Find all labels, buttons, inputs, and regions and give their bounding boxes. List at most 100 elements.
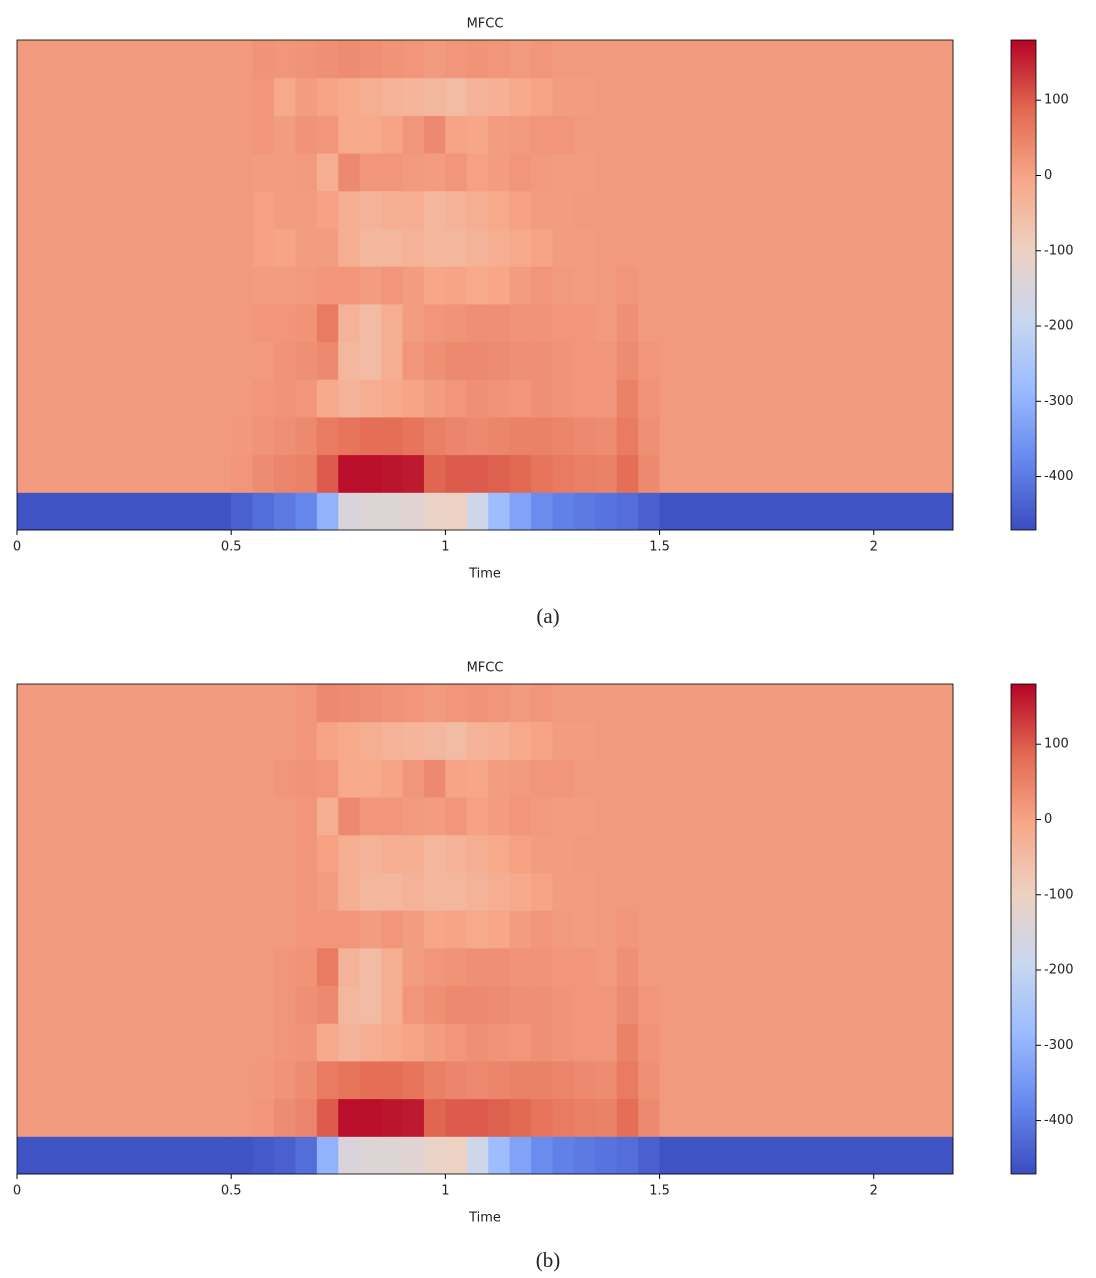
colorbar-tick-label: -300	[1044, 1038, 1074, 1053]
heatmap-cell	[638, 379, 661, 418]
heatmap-cell	[17, 1098, 232, 1137]
colorbar-tick-label: 100	[1044, 737, 1069, 752]
heatmap-cell	[17, 721, 232, 760]
heatmap-cell	[252, 759, 275, 798]
heatmap-cell	[616, 684, 639, 723]
heatmap-cell	[381, 1136, 404, 1175]
heatmap-cell	[402, 1098, 425, 1137]
heatmap-cell	[595, 684, 618, 723]
heatmap-cell	[252, 1098, 275, 1137]
heatmap-cell	[552, 910, 575, 949]
heatmap-cell	[595, 454, 618, 493]
heatmap-cell	[509, 1023, 532, 1062]
heatmap-cell	[295, 40, 318, 79]
heatmap-cell	[531, 341, 553, 380]
heatmap-cell	[423, 1060, 446, 1100]
heatmap-cell	[381, 115, 404, 154]
heatmap-cell	[338, 454, 361, 493]
heatmap-cell	[252, 153, 275, 192]
heatmap-cell	[316, 341, 339, 380]
heatmap-cell	[552, 759, 575, 798]
heatmap-cell	[316, 416, 339, 456]
heatmap-cell	[595, 341, 618, 380]
heatmap-cell	[531, 721, 553, 760]
heatmap-cell	[359, 721, 382, 760]
heatmap-cell	[659, 797, 954, 836]
colorbar	[1010, 39, 1037, 531]
heatmap-cell	[17, 228, 232, 267]
heatmap-cell	[17, 416, 232, 456]
heatmap-cell	[274, 797, 296, 836]
heatmap-cell	[295, 834, 318, 873]
heatmap-cell	[573, 379, 596, 418]
heatmap-cell	[552, 985, 575, 1024]
heatmap-cell	[488, 115, 511, 154]
heatmap-cell	[509, 40, 532, 79]
caption: (a)	[536, 604, 559, 628]
heatmap-cell	[274, 115, 296, 154]
heatmap-cell	[659, 1023, 954, 1062]
heatmap-cell	[488, 303, 511, 343]
heatmap-cell	[509, 684, 532, 723]
heatmap-cell	[531, 759, 553, 798]
heatmap-cell	[316, 303, 339, 343]
heatmap-cell	[338, 1023, 361, 1062]
heatmap-cell	[274, 985, 296, 1024]
heatmap-cell	[531, 797, 553, 836]
heatmap-cell	[488, 1060, 511, 1100]
heatmap-cell	[316, 454, 339, 493]
heatmap-cell	[616, 303, 639, 343]
heatmap-cell	[231, 266, 254, 305]
heatmap-cell	[552, 379, 575, 418]
colorbar-tick-label: -300	[1044, 394, 1074, 409]
heatmap-cell	[381, 797, 404, 836]
heatmap-cell	[552, 721, 575, 760]
heatmap-cell	[231, 1098, 254, 1137]
heatmap-cell	[466, 77, 489, 116]
heatmap-cell	[509, 379, 532, 418]
heatmap-cell	[552, 341, 575, 380]
heatmap-cell	[445, 684, 468, 723]
heatmap-cell	[359, 985, 382, 1024]
heatmap-cell	[552, 1136, 575, 1175]
heatmap-cell	[638, 266, 661, 305]
heatmap-cell	[616, 492, 639, 531]
heatmap-cell	[402, 77, 425, 116]
heatmap-cell	[274, 341, 296, 380]
heatmap-cell	[616, 834, 639, 873]
heatmap-cell	[445, 40, 468, 79]
heatmap-cell	[488, 797, 511, 836]
heatmap-cell	[231, 985, 254, 1024]
heatmap-cell	[252, 797, 275, 836]
heatmap-cell	[638, 77, 661, 116]
heatmap-cell	[423, 115, 446, 154]
heatmap-cell	[402, 1023, 425, 1062]
heatmap-cell	[552, 416, 575, 456]
heatmap-cell	[381, 303, 404, 343]
heatmap-cell	[638, 872, 661, 911]
heatmap-cell	[316, 115, 339, 154]
heatmap-cell	[252, 454, 275, 493]
heatmap-cell	[402, 684, 425, 723]
heatmap-cell	[573, 228, 596, 267]
heatmap-cell	[338, 1136, 361, 1175]
heatmap-cell	[252, 872, 275, 911]
heatmap-cell	[573, 1136, 596, 1175]
heatmap-cell	[316, 1098, 339, 1137]
heatmap-cell	[466, 303, 489, 343]
x-tick-label: 1.5	[649, 540, 670, 555]
heatmap-cell	[488, 834, 511, 873]
heatmap-cell	[359, 1023, 382, 1062]
heatmap-cell	[338, 492, 361, 531]
heatmap-cell	[316, 947, 339, 987]
heatmap-cell	[595, 153, 618, 192]
heatmap-cell	[573, 947, 596, 987]
heatmap-cell	[359, 684, 382, 723]
heatmap-cell	[402, 454, 425, 493]
heatmap-cell	[231, 872, 254, 911]
heatmap-cell	[231, 379, 254, 418]
heatmap-cell	[316, 40, 339, 79]
heatmap-cell	[359, 910, 382, 949]
heatmap-cell	[17, 684, 232, 723]
heatmap-cell	[359, 153, 382, 192]
